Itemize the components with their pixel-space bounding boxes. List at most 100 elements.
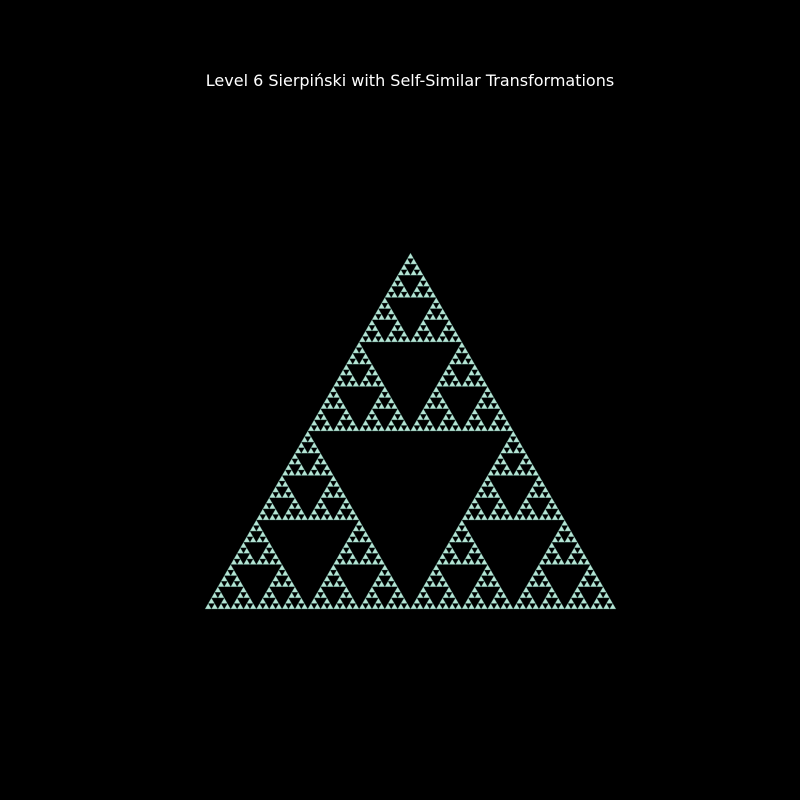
sierpinski-cell <box>275 580 283 587</box>
sierpinski-cell <box>532 580 540 587</box>
sierpinski-cell <box>326 469 334 476</box>
sierpinski-cell <box>413 330 421 337</box>
sierpinski-cell <box>236 591 244 599</box>
sierpinski-cell <box>477 375 485 382</box>
sierpinski-cell <box>519 591 527 599</box>
sierpinski-cell <box>307 447 315 454</box>
sierpinski-cell <box>442 413 450 421</box>
sierpinski-cell <box>333 558 341 565</box>
sierpinski-cell <box>236 603 244 610</box>
sierpinski-cell <box>339 402 347 409</box>
sierpinski-cell <box>352 380 360 387</box>
sierpinski-cell <box>423 324 431 332</box>
sierpinski-cell <box>541 597 549 604</box>
sierpinski-cell <box>243 558 251 565</box>
sierpinski-cell <box>541 553 549 560</box>
sierpinski-cell <box>583 558 591 565</box>
sierpinski-cell <box>339 514 347 521</box>
sierpinski-cell <box>599 586 607 593</box>
sierpinski-cell <box>333 425 341 432</box>
sierpinski-cell <box>246 530 254 537</box>
sierpinski-cell <box>397 280 405 287</box>
sierpinski-cell <box>516 441 524 448</box>
sierpinski-cell <box>451 597 459 604</box>
sierpinski-cell <box>490 508 498 515</box>
sierpinski-cell <box>272 486 280 493</box>
sierpinski-cell <box>374 575 382 582</box>
sierpinski-cell <box>500 447 508 454</box>
sierpinski-cell <box>503 441 511 448</box>
sierpinski-cell <box>371 603 379 610</box>
sierpinski-cell <box>532 480 540 487</box>
sierpinski-cell <box>410 258 418 265</box>
sierpinski-cell <box>339 603 347 610</box>
sierpinski-cell <box>487 425 495 432</box>
sierpinski-cell <box>268 591 276 599</box>
sierpinski-cell <box>387 397 395 404</box>
sierpinski-cell <box>445 586 453 593</box>
sierpinski-cell <box>583 603 591 610</box>
sierpinski-cell <box>580 597 588 604</box>
sierpinski-cell <box>301 447 309 454</box>
sierpinski-cell <box>522 586 530 593</box>
sierpinski-cell <box>339 580 347 587</box>
sierpinski-cell <box>590 569 598 576</box>
sierpinski-cell <box>265 541 273 548</box>
sierpinski-cell <box>317 586 325 593</box>
sierpinski-cell <box>503 464 511 471</box>
sierpinski-cell <box>487 580 495 587</box>
sierpinski-cell <box>557 536 565 543</box>
sierpinski-cell <box>448 547 456 554</box>
sierpinski-cell <box>339 369 347 376</box>
sierpinski-cell <box>493 402 501 409</box>
sierpinski-cell <box>442 336 450 343</box>
sierpinski-cell <box>429 391 437 398</box>
sierpinski-cell <box>397 269 405 276</box>
sierpinski-cell <box>378 380 386 387</box>
sierpinski-cell <box>310 441 318 448</box>
sierpinski-cell <box>333 603 341 610</box>
sierpinski-cell <box>204 603 212 610</box>
sierpinski-cell <box>326 425 334 432</box>
sierpinski-cell <box>439 375 447 382</box>
sierpinski-cell <box>448 536 456 543</box>
sierpinski-cell <box>448 369 456 376</box>
sierpinski-cell <box>275 514 283 521</box>
sierpinski-cell <box>301 514 309 521</box>
sierpinski-cell <box>583 580 591 587</box>
sierpinski-cell <box>451 375 459 382</box>
sierpinski-cell <box>570 547 578 554</box>
sierpinski-cell <box>573 586 581 593</box>
sierpinski-cell <box>317 497 325 504</box>
sierpinski-cell <box>256 558 264 565</box>
sierpinski-cell <box>365 603 373 610</box>
sierpinski-cell <box>390 603 398 610</box>
sierpinski-cell <box>419 319 427 326</box>
sierpinski-cell <box>493 603 501 610</box>
sierpinski-cell <box>384 302 392 309</box>
sierpinski-cell <box>545 491 553 498</box>
sierpinski-cell <box>236 580 244 587</box>
sierpinski-cell <box>506 603 514 610</box>
sierpinski-cell <box>429 425 437 432</box>
sierpinski-cell <box>493 458 501 465</box>
sierpinski-cell <box>435 603 443 610</box>
sierpinski-cell <box>467 369 476 376</box>
sierpinski-cell <box>394 319 402 326</box>
sierpinski-cell <box>474 380 482 387</box>
sierpinski-cell <box>506 469 514 476</box>
sierpinski-cell <box>532 603 540 610</box>
sierpinski-cell <box>358 336 366 343</box>
sierpinski-cell <box>519 603 527 610</box>
sierpinski-cell <box>345 514 354 521</box>
sierpinski-cell <box>310 508 318 515</box>
sierpinski-cell <box>317 452 325 459</box>
sierpinski-cell <box>371 324 379 332</box>
sierpinski-cell <box>545 591 553 599</box>
sierpinski-cell <box>288 603 296 610</box>
sierpinski-cell <box>500 469 508 476</box>
sierpinski-cell <box>557 558 565 565</box>
sierpinski-cell <box>435 391 443 398</box>
sierpinski-cell <box>528 508 537 515</box>
sierpinski-cell <box>304 430 312 437</box>
